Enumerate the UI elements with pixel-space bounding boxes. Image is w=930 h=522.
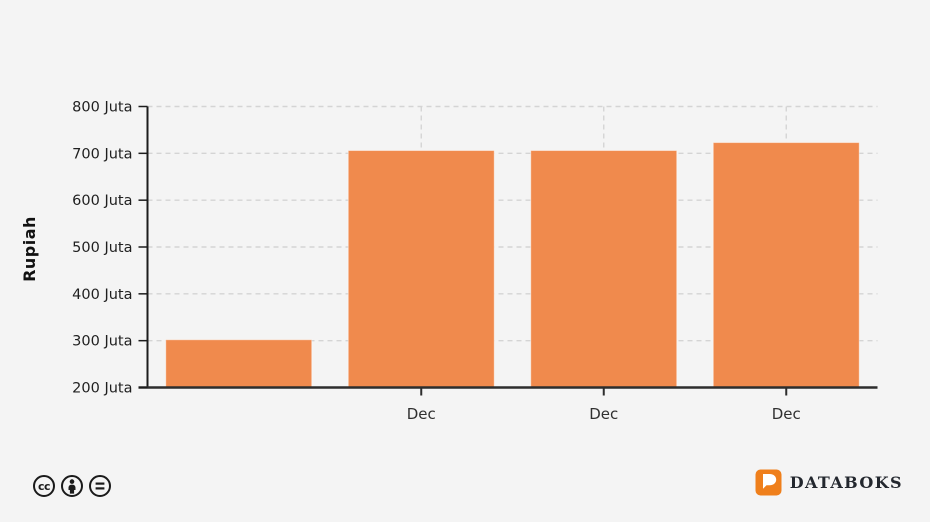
brand-logo: DATABOKS	[755, 469, 903, 496]
bar-chart: 200 Juta 300 Juta 400 Juta 500 Juta 600 Juta…	[72, 100, 878, 423]
cc-icon: cc	[33, 475, 55, 497]
x-tick-label: Dec	[407, 405, 436, 423]
no-derivatives-icon	[89, 475, 111, 497]
y-tick-label: 500 Juta	[72, 240, 132, 256]
y-tick-label: 800 Juta	[72, 100, 132, 116]
y-tick-label: 600 Juta	[72, 193, 132, 209]
bar-4	[712, 142, 860, 388]
brand-name: DATABOKS	[789, 473, 903, 492]
bar-3	[530, 150, 678, 388]
y-tick-label: 300 Juta	[72, 334, 132, 350]
bar-1	[165, 339, 313, 389]
databoks-d-icon	[755, 469, 782, 496]
license-icons: cc	[33, 475, 111, 497]
x-tick-label: Dec	[589, 405, 618, 423]
y-tick-label: 700 Juta	[72, 146, 132, 162]
bar-2	[347, 150, 495, 388]
svg-text:cc: cc	[38, 480, 50, 493]
y-tick-label: 200 Juta	[72, 381, 132, 397]
x-tick-label: Dec	[772, 405, 801, 423]
attribution-icon	[61, 475, 83, 497]
y-axis-title: Rupiah	[20, 216, 39, 282]
y-tick-label: 400 Juta	[72, 287, 132, 303]
